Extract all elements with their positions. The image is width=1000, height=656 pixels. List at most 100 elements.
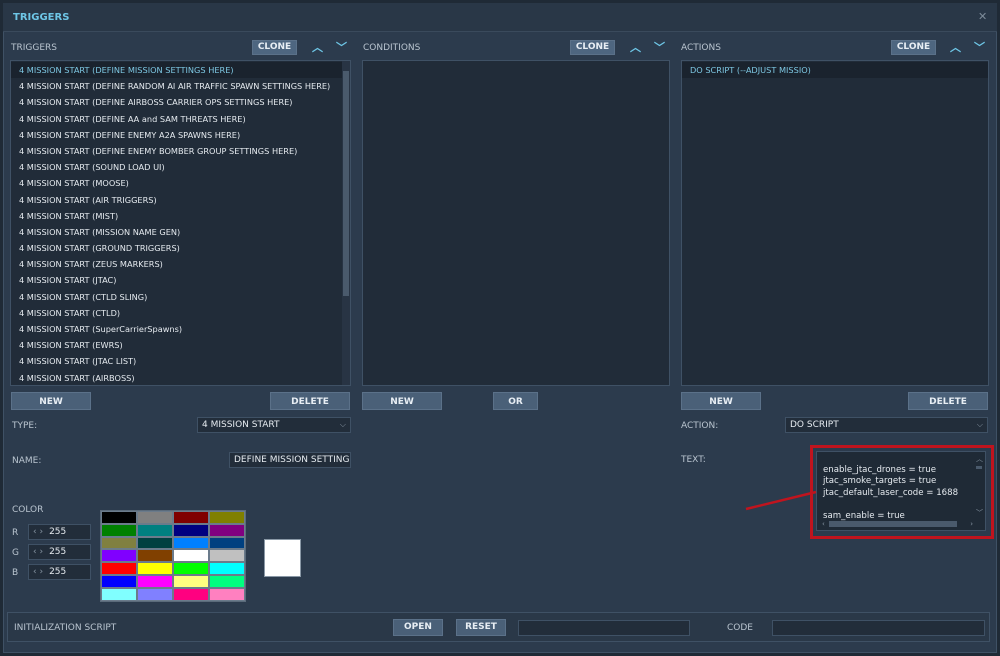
scroll-up-icon[interactable]: ︿ — [976, 455, 983, 463]
palette-swatch[interactable] — [209, 536, 245, 550]
palette-swatch[interactable] — [209, 587, 245, 601]
conditions-clone-button[interactable]: CLONE — [570, 40, 615, 55]
horizontal-scrollbar[interactable] — [829, 521, 957, 527]
init-file-input[interactable] — [518, 620, 690, 636]
trigger-list-item[interactable]: 4 MISSION START (DEFINE RANDOM AI AIR TR… — [19, 81, 331, 92]
palette-swatch[interactable] — [137, 587, 173, 601]
palette-swatch[interactable] — [209, 523, 245, 537]
actions-clone-button[interactable]: CLONE — [891, 40, 936, 55]
action-list-item[interactable]: DO SCRIPT (--ADJUST MISSIO) — [682, 62, 988, 79]
open-button[interactable]: OPEN — [393, 619, 443, 636]
palette-swatch[interactable] — [101, 549, 137, 563]
title-bar — [3, 3, 997, 32]
palette-swatch[interactable] — [101, 562, 137, 575]
scroll-left-icon[interactable]: ‹ — [822, 520, 825, 528]
palette-swatch[interactable] — [137, 511, 173, 524]
actions-delete-button[interactable]: DELETE — [908, 392, 988, 410]
chevron-down-icon: ⌵ — [976, 420, 983, 429]
palette-swatch[interactable] — [137, 523, 173, 537]
actions-move-down-icon[interactable]: ﹀ — [974, 41, 985, 54]
b-stepper[interactable]: ‹ › 255 — [28, 564, 91, 580]
palette-swatch[interactable] — [209, 549, 245, 563]
palette-swatch[interactable] — [173, 587, 209, 601]
annotation-arrow — [745, 490, 817, 511]
palette-swatch[interactable] — [101, 511, 137, 524]
palette-swatch[interactable] — [209, 562, 245, 575]
code-input[interactable] — [772, 620, 985, 636]
close-icon[interactable]: ✕ — [978, 10, 988, 23]
conditions-list — [362, 60, 670, 386]
palette-swatch[interactable] — [209, 574, 245, 588]
stepper-arrows-icon[interactable]: ‹ › — [33, 527, 44, 537]
palette-swatch[interactable] — [101, 536, 137, 550]
highlight-annotation-box — [810, 445, 994, 539]
scroll-right-icon[interactable]: › — [970, 520, 973, 528]
script-text: enable_jtac_drones = true jtac_smoke_tar… — [823, 465, 959, 521]
scroll-down-icon[interactable]: ﹀ — [976, 509, 983, 517]
palette-swatch[interactable] — [137, 549, 173, 563]
trigger-list-item[interactable]: 4 MISSION START (DEFINE MISSION SETTINGS… — [11, 62, 350, 79]
g-stepper[interactable]: ‹ › 255 — [28, 544, 91, 560]
palette-swatch[interactable] — [101, 587, 137, 601]
palette-swatch[interactable] — [173, 536, 209, 550]
palette-swatch[interactable] — [173, 511, 209, 524]
triggers-move-down-icon[interactable]: ﹀ — [336, 41, 347, 54]
conditions-label: CONDITIONS — [363, 43, 421, 53]
triggers-delete-button[interactable]: DELETE — [270, 392, 350, 410]
conditions-move-down-icon[interactable]: ﹀ — [654, 41, 665, 54]
trigger-list-item[interactable]: 4 MISSION START (MOOSE) — [19, 178, 129, 189]
trigger-list-item[interactable]: 4 MISSION START (DEFINE AIRBOSS CARRIER … — [19, 97, 293, 108]
trigger-list-item[interactable]: 4 MISSION START (EWRS) — [19, 340, 123, 351]
trigger-list-item[interactable]: 4 MISSION START (JTAC) — [19, 275, 117, 286]
palette-swatch[interactable] — [137, 574, 173, 588]
trigger-list-item[interactable]: 4 MISSION START (ZEUS MARKERS) — [19, 259, 163, 270]
action-select[interactable]: DO SCRIPT ⌵ — [785, 417, 988, 433]
trigger-list-item[interactable]: 4 MISSION START (GROUND TRIGGERS) — [19, 243, 180, 254]
trigger-list-item[interactable]: 4 MISSION START (SOUND LOAD UI) — [19, 162, 165, 173]
trigger-list-item[interactable]: 4 MISSION START (DEFINE ENEMY BOMBER GRO… — [19, 145, 298, 156]
reset-button[interactable]: RESET — [456, 619, 506, 636]
palette-swatch[interactable] — [137, 562, 173, 575]
trigger-list-item[interactable]: 4 MISSION START (MIST) — [19, 210, 119, 221]
palette-swatch[interactable] — [137, 536, 173, 550]
name-label: NAME: — [12, 456, 42, 466]
trigger-list-item[interactable]: 4 MISSION START (CTLD) — [19, 307, 121, 318]
trigger-list-item[interactable]: 4 MISSION START (DEFINE AA and SAM THREA… — [19, 113, 246, 124]
palette-swatch[interactable] — [173, 562, 209, 575]
triggers-scrollbar[interactable] — [342, 61, 350, 385]
trigger-list-item[interactable]: 4 MISSION START (DEFINE ENEMY A2A SPAWNS… — [19, 129, 241, 140]
vertical-scrollbar[interactable] — [976, 466, 982, 469]
b-label: B — [12, 568, 19, 578]
actions-move-up-icon[interactable]: ︿ — [950, 41, 961, 54]
trigger-list-item[interactable]: 4 MISSION START (MISSION NAME GEN) — [19, 226, 181, 237]
trigger-list-item[interactable]: 4 MISSION START (JTAC LIST) — [19, 356, 137, 367]
trigger-list-item[interactable]: 4 MISSION START (SuperCarrierSpawns) — [19, 324, 183, 334]
trigger-list-item[interactable]: 4 MISSION START (AIRBOSS) — [19, 372, 135, 383]
conditions-new-button[interactable]: NEW — [362, 392, 442, 410]
palette-swatch[interactable] — [101, 574, 137, 588]
triggers-move-up-icon[interactable]: ︿ — [312, 41, 323, 54]
conditions-or-button[interactable]: OR — [493, 392, 538, 410]
name-input[interactable]: DEFINE MISSION SETTINGS — [229, 452, 351, 468]
actions-new-button[interactable]: NEW — [681, 392, 761, 410]
r-label: R — [12, 528, 19, 538]
stepper-arrows-icon[interactable]: ‹ › — [33, 567, 44, 577]
type-select[interactable]: 4 MISSION START ⌵ — [197, 417, 351, 433]
triggers-new-button[interactable]: NEW — [11, 392, 91, 410]
actions-list: DO SCRIPT (--ADJUST MISSIO) — [681, 60, 989, 386]
trigger-list-item[interactable]: 4 MISSION START (CTLD SLING) — [19, 291, 148, 302]
stepper-arrows-icon[interactable]: ‹ › — [33, 547, 44, 557]
conditions-move-up-icon[interactable]: ︿ — [630, 41, 641, 54]
action-value: DO SCRIPT — [790, 420, 839, 430]
palette-swatch[interactable] — [101, 523, 137, 537]
triggers-clone-button[interactable]: CLONE — [252, 40, 297, 55]
palette-swatch[interactable] — [173, 549, 209, 563]
script-text-area[interactable]: enable_jtac_drones = true jtac_smoke_tar… — [816, 451, 986, 531]
r-stepper[interactable]: ‹ › 255 — [28, 524, 91, 540]
b-value: 255 — [49, 567, 67, 577]
g-value: 255 — [49, 547, 67, 557]
trigger-list-item[interactable]: 4 MISSION START (AIR TRIGGERS) — [19, 194, 157, 205]
palette-swatch[interactable] — [173, 523, 209, 537]
palette-swatch[interactable] — [173, 574, 209, 588]
palette-swatch[interactable] — [209, 511, 245, 524]
